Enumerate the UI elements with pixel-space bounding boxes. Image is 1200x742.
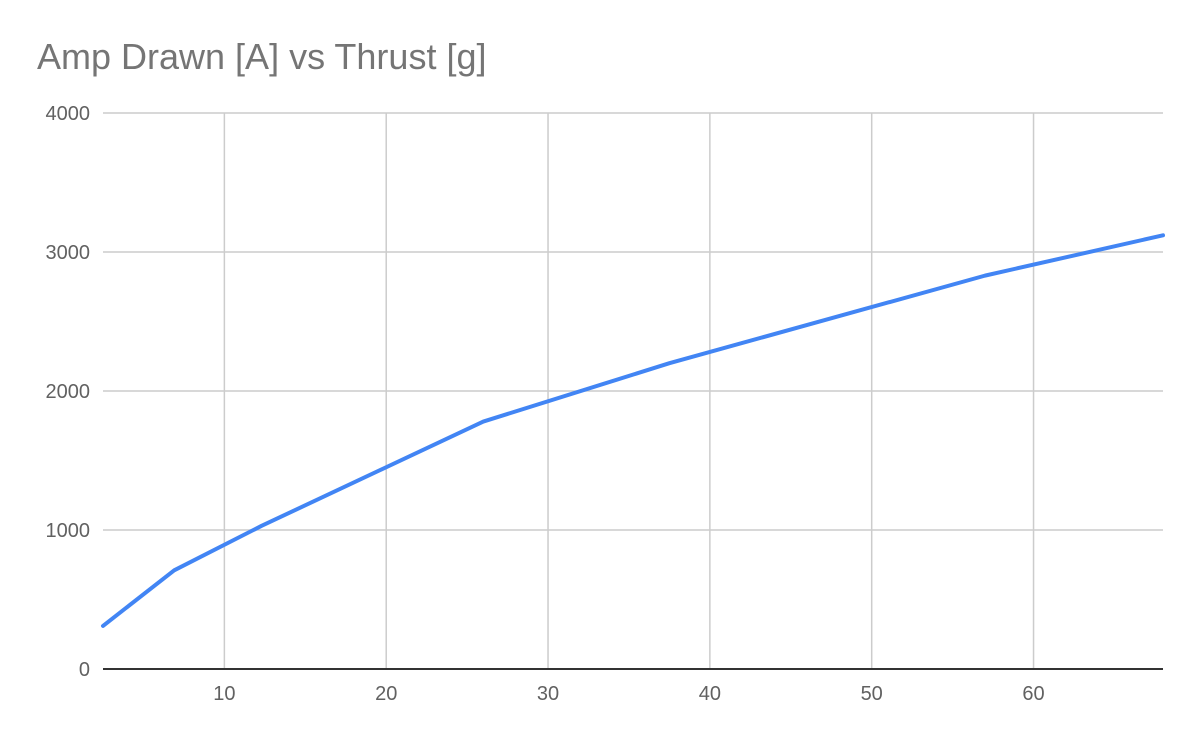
- grid-layer: [103, 112, 1163, 669]
- series-layer: [101, 233, 1165, 628]
- y-tick-label: 1000: [46, 520, 91, 542]
- y-tick-label: 2000: [46, 381, 91, 403]
- y-tick-label: 3000: [46, 242, 91, 264]
- x-tick-label: 50: [861, 683, 883, 705]
- x-tick-label: 30: [537, 683, 559, 705]
- chart-title: Amp Drawn [A] vs Thrust [g]: [37, 36, 487, 77]
- series-line: [101, 233, 1165, 628]
- x-tick-label: 40: [699, 683, 721, 705]
- x-tick-label: 60: [1022, 683, 1044, 705]
- y-tick-label: 4000: [46, 103, 91, 125]
- x-tick-label: 20: [375, 683, 397, 705]
- y-tick-label: 0: [79, 659, 90, 681]
- tick-label-layer: 0 1000 2000 3000 4000 10 20 30 40 50 60: [46, 103, 1045, 705]
- x-tick-label: 10: [213, 683, 235, 705]
